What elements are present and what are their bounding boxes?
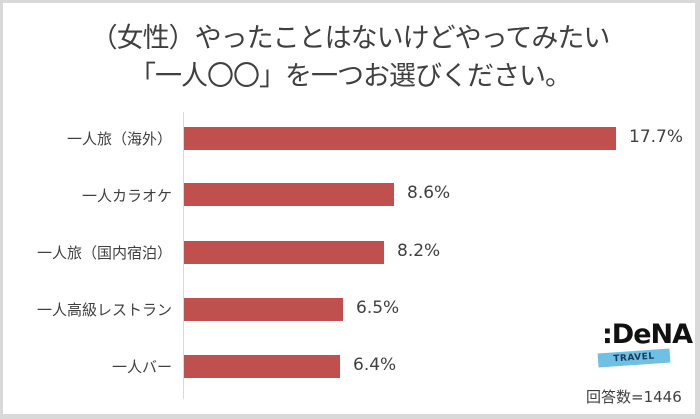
logo-subtext: TRAVEL — [613, 351, 655, 365]
value-label: 8.6% — [407, 183, 451, 203]
bar — [184, 355, 340, 378]
category-label: 一人旅（国内宿泊） — [36, 244, 172, 262]
category-label: 一人旅（海外） — [66, 130, 172, 148]
bar — [184, 127, 616, 150]
value-label: 17.7% — [629, 127, 684, 147]
logo-wordmark: :DeNA — [602, 319, 693, 350]
logo-band: TRAVEL — [597, 348, 671, 368]
value-label: 6.4% — [353, 355, 397, 375]
category-label: 一人カラオケ — [81, 187, 172, 205]
chart-title-line-1: （女性）やったことはないけどやってみたい — [90, 23, 611, 54]
value-label: 6.5% — [356, 298, 400, 318]
category-label: 一人高級レストラン — [36, 301, 172, 319]
category-label: 一人バー — [111, 358, 172, 376]
chart-title-line-2: 「一人〇〇」を一つお選びください。 — [129, 61, 572, 92]
bar — [184, 183, 394, 206]
category-axis-line — [183, 112, 184, 399]
value-label: 8.2% — [397, 241, 441, 261]
dena-travel-logo: :DeNA TRAVEL — [596, 319, 693, 368]
bar — [184, 241, 384, 264]
respondent-count: 回答数=1446 — [586, 388, 682, 406]
bar — [184, 298, 343, 321]
